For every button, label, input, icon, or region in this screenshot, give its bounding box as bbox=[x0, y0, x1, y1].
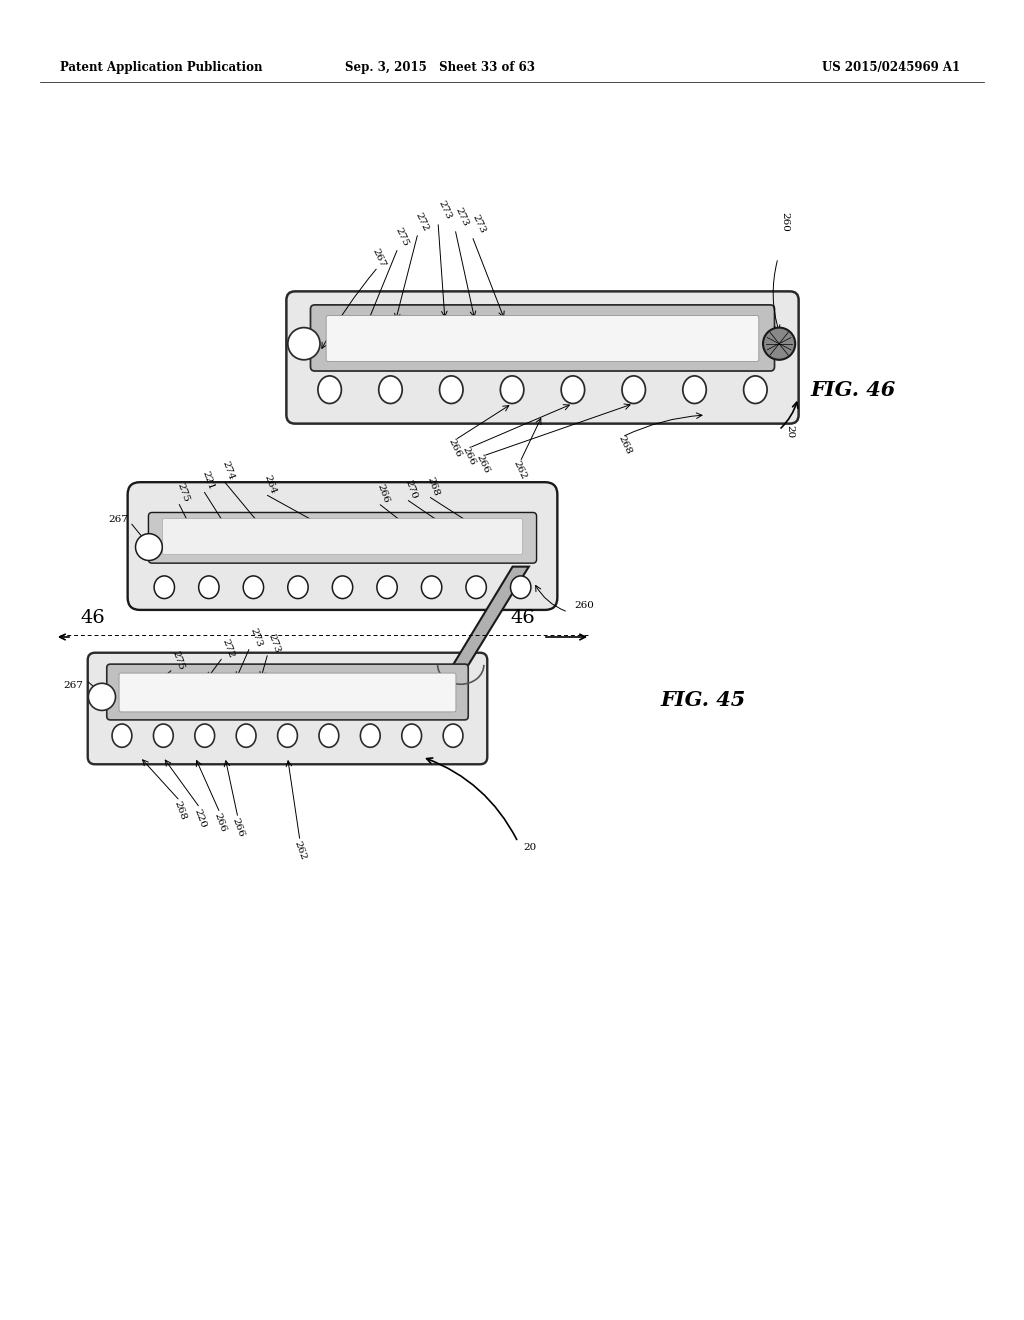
Ellipse shape bbox=[622, 376, 645, 404]
Text: Sep. 3, 2015   Sheet 33 of 63: Sep. 3, 2015 Sheet 33 of 63 bbox=[345, 62, 535, 74]
Text: 275: 275 bbox=[393, 226, 410, 248]
Text: 20: 20 bbox=[785, 425, 794, 438]
Ellipse shape bbox=[288, 576, 308, 598]
FancyBboxPatch shape bbox=[310, 305, 774, 371]
Text: Patent Application Publication: Patent Application Publication bbox=[60, 62, 262, 74]
Circle shape bbox=[288, 327, 321, 360]
Ellipse shape bbox=[683, 376, 707, 404]
FancyBboxPatch shape bbox=[163, 519, 522, 554]
Text: 274: 274 bbox=[220, 459, 236, 480]
Ellipse shape bbox=[439, 376, 463, 404]
Ellipse shape bbox=[401, 723, 422, 747]
Ellipse shape bbox=[195, 723, 215, 747]
Text: 266: 266 bbox=[446, 437, 463, 459]
Text: 262: 262 bbox=[293, 840, 307, 861]
Ellipse shape bbox=[317, 376, 341, 404]
Ellipse shape bbox=[278, 723, 297, 747]
FancyBboxPatch shape bbox=[148, 512, 537, 564]
Ellipse shape bbox=[333, 576, 352, 598]
Ellipse shape bbox=[199, 576, 219, 598]
Text: 266: 266 bbox=[475, 453, 492, 475]
Text: 221: 221 bbox=[200, 469, 215, 491]
Text: 270: 270 bbox=[403, 478, 418, 500]
FancyBboxPatch shape bbox=[327, 315, 759, 362]
Text: 266: 266 bbox=[212, 810, 227, 833]
Ellipse shape bbox=[154, 723, 173, 747]
Text: 268: 268 bbox=[425, 475, 440, 496]
Ellipse shape bbox=[112, 723, 132, 747]
Text: 272: 272 bbox=[413, 211, 429, 232]
Text: 264: 264 bbox=[262, 473, 278, 495]
Text: FIG. 46: FIG. 46 bbox=[810, 380, 895, 400]
Ellipse shape bbox=[360, 723, 380, 747]
Text: 46: 46 bbox=[80, 609, 104, 627]
Text: 268: 268 bbox=[616, 434, 633, 455]
Ellipse shape bbox=[466, 576, 486, 598]
Text: 273: 273 bbox=[453, 206, 470, 228]
Text: 275: 275 bbox=[175, 480, 190, 503]
FancyBboxPatch shape bbox=[128, 482, 557, 610]
Text: 266: 266 bbox=[461, 445, 477, 467]
Circle shape bbox=[763, 327, 796, 360]
Ellipse shape bbox=[379, 376, 402, 404]
Text: 262: 262 bbox=[512, 459, 528, 480]
Ellipse shape bbox=[154, 576, 174, 598]
FancyBboxPatch shape bbox=[119, 673, 456, 711]
Circle shape bbox=[88, 684, 116, 710]
Text: 266: 266 bbox=[230, 816, 246, 838]
Ellipse shape bbox=[561, 376, 585, 404]
Text: FIG. 45: FIG. 45 bbox=[660, 690, 745, 710]
Text: 273: 273 bbox=[266, 632, 282, 653]
Ellipse shape bbox=[237, 723, 256, 747]
FancyBboxPatch shape bbox=[106, 664, 468, 719]
Text: 220: 220 bbox=[193, 807, 208, 829]
Text: 273: 273 bbox=[248, 626, 263, 648]
Text: 273: 273 bbox=[436, 199, 453, 220]
Text: 275: 275 bbox=[170, 649, 185, 671]
Text: 268: 268 bbox=[172, 799, 187, 821]
Text: 273: 273 bbox=[470, 213, 486, 235]
Text: 267: 267 bbox=[109, 516, 128, 524]
Circle shape bbox=[135, 533, 162, 561]
Text: US 2015/0245969 A1: US 2015/0245969 A1 bbox=[822, 62, 961, 74]
Text: 20: 20 bbox=[523, 843, 537, 853]
Polygon shape bbox=[453, 566, 528, 665]
Text: 267: 267 bbox=[370, 247, 386, 269]
Ellipse shape bbox=[422, 576, 441, 598]
FancyBboxPatch shape bbox=[287, 292, 799, 424]
Text: 266: 266 bbox=[375, 482, 390, 504]
Text: 272: 272 bbox=[220, 638, 236, 659]
Ellipse shape bbox=[443, 723, 463, 747]
Ellipse shape bbox=[244, 576, 263, 598]
Ellipse shape bbox=[501, 376, 524, 404]
Text: 46: 46 bbox=[510, 609, 535, 627]
FancyBboxPatch shape bbox=[88, 652, 487, 764]
Text: 260: 260 bbox=[574, 602, 594, 610]
Text: 267: 267 bbox=[63, 681, 83, 689]
Ellipse shape bbox=[743, 376, 767, 404]
Ellipse shape bbox=[511, 576, 530, 598]
Ellipse shape bbox=[319, 723, 339, 747]
Text: 260: 260 bbox=[780, 213, 790, 232]
Ellipse shape bbox=[377, 576, 397, 598]
